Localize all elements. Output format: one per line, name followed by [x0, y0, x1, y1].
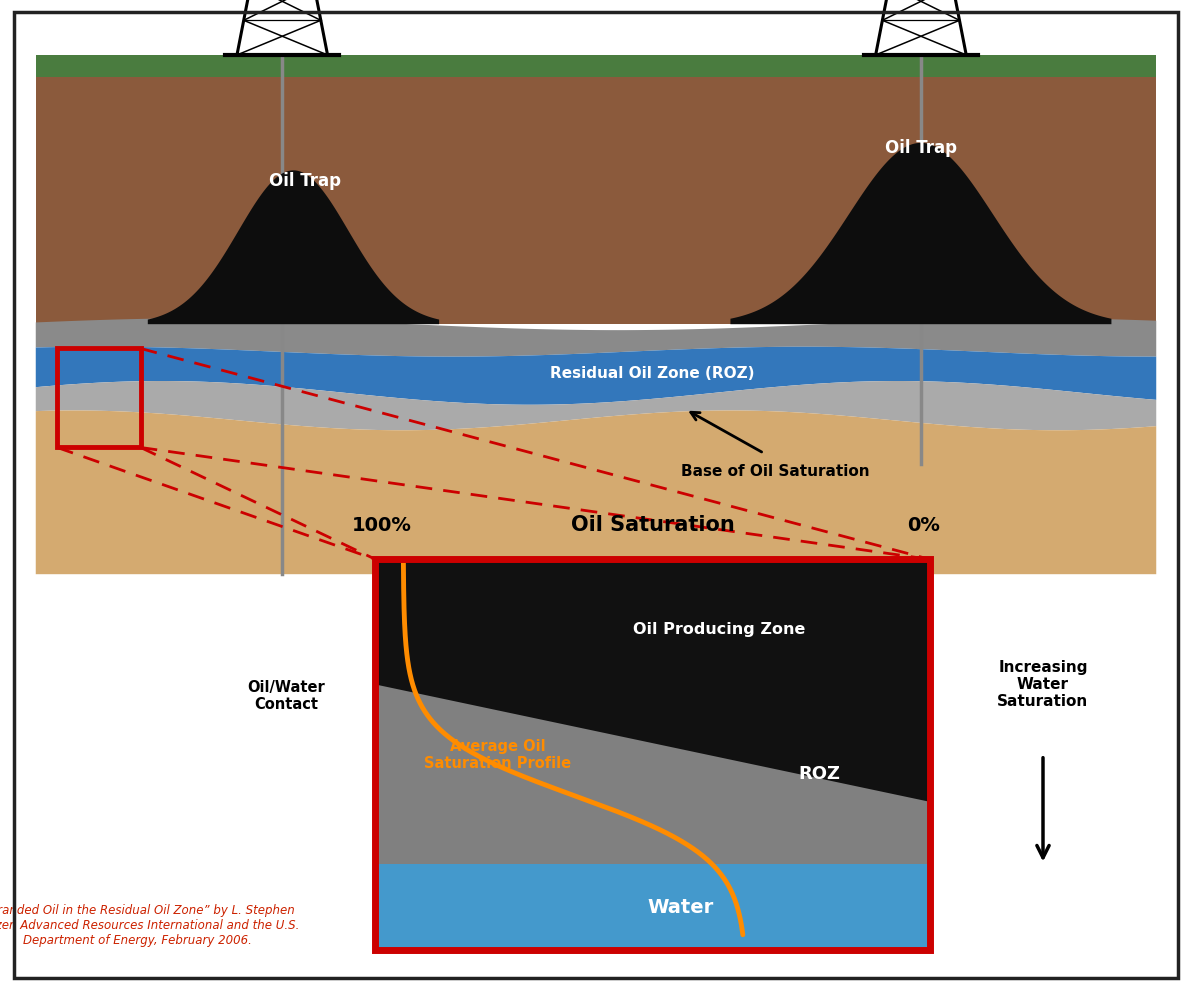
Polygon shape	[36, 381, 1156, 431]
Polygon shape	[148, 170, 439, 324]
Text: Water: Water	[647, 898, 714, 917]
Text: Increasing
Water
Saturation: Increasing Water Saturation	[998, 659, 1088, 710]
Text: 0%: 0%	[907, 516, 940, 535]
Text: ROZ: ROZ	[797, 765, 840, 783]
Bar	[36, 55, 1156, 77]
Polygon shape	[36, 411, 1156, 574]
Text: Base of Oil Saturation: Base of Oil Saturation	[681, 464, 870, 479]
Polygon shape	[375, 684, 930, 864]
Polygon shape	[731, 143, 1111, 324]
Bar	[36, 77, 1156, 324]
Text: 100%: 100%	[352, 516, 411, 535]
Bar	[375, 559, 930, 950]
Text: Oil Trap: Oil Trap	[884, 139, 957, 156]
Text: Oil Saturation: Oil Saturation	[571, 515, 734, 535]
Bar	[57, 348, 141, 447]
Polygon shape	[36, 318, 1156, 356]
Text: Average Oil
Saturation Profile: Average Oil Saturation Profile	[424, 739, 571, 771]
Polygon shape	[375, 864, 930, 950]
Text: Residual Oil Zone (ROZ): Residual Oil Zone (ROZ)	[550, 366, 755, 381]
Text: Oil/Water
Contact: Oil/Water Contact	[247, 680, 325, 713]
Bar	[375, 559, 930, 950]
Text: “Stranded Oil in the Residual Oil Zone” by L. Stephen
Melzer, Advanced Resources: “Stranded Oil in the Residual Oil Zone” …	[0, 904, 299, 947]
Text: Oil Producing Zone: Oil Producing Zone	[633, 623, 806, 638]
Text: Oil Trap: Oil Trap	[268, 171, 341, 190]
Polygon shape	[36, 346, 1156, 405]
